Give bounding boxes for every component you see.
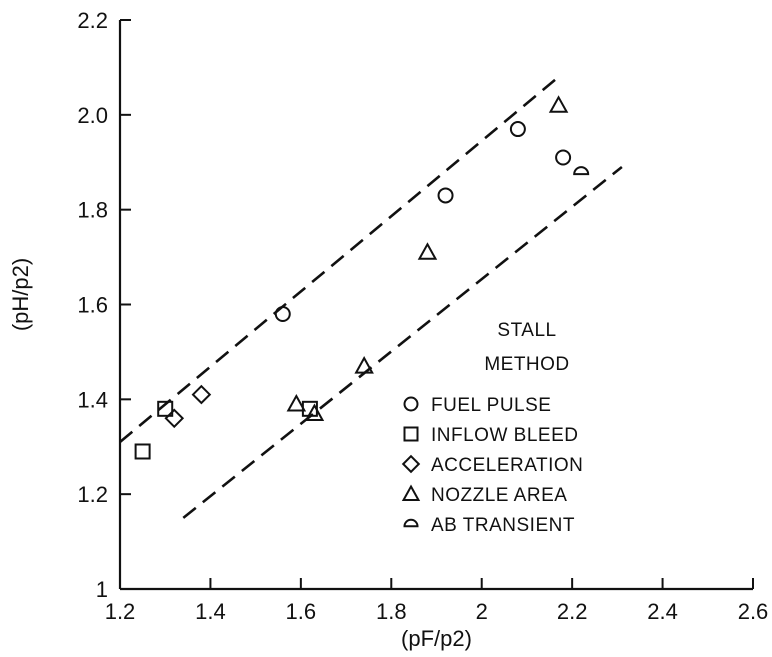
data-point-square: [157, 400, 174, 417]
data-point-diamond: [191, 384, 212, 405]
y-ticks: 1 1.2 1.4 1.6 1.8 2.0 2.2: [77, 8, 131, 602]
legend-marker-triangle: [401, 484, 421, 501]
legend-marker-diamond: [401, 454, 421, 474]
legend-label: INFLOW BLEED: [431, 425, 578, 446]
legend-label: AB TRANSIENT: [431, 515, 575, 536]
legend-title-line-1: STALL: [497, 320, 556, 341]
data-point-half-circle: [573, 166, 590, 176]
legend: STALL METHOD FUEL PULSE INFLOW BLEED ACCEL…: [401, 320, 583, 536]
data-point-half-circle-shape: [573, 166, 590, 176]
data-markers: [134, 95, 590, 460]
data-point-triangle: [354, 356, 374, 374]
data-point-triangle: [417, 242, 438, 260]
data-point-circle: [555, 149, 572, 166]
x-tick-label: 2.2: [557, 599, 588, 624]
legend-marker-circle: [403, 396, 419, 412]
legend-label: FUEL PULSE: [431, 395, 551, 416]
legend-label: ACCELERATION: [431, 455, 583, 476]
x-tick-label: 2.4: [647, 599, 678, 624]
dashed-band-line: [182, 165, 623, 519]
y-tick-label: 1.2: [77, 482, 108, 507]
legend-marker-square: [403, 426, 419, 442]
y-axis-title: (pH/p2): [8, 258, 33, 331]
legend-marker-half-circle: [403, 518, 419, 528]
legend-marker-half-circle-shape: [403, 518, 419, 528]
legend-items: FUEL PULSE INFLOW BLEED ACCELERATION NOZZLE…: [401, 395, 583, 536]
data-point-circle: [437, 187, 454, 204]
band-lines: [119, 75, 623, 519]
y-tick-label: 2.0: [77, 103, 108, 128]
legend-label: NOZZLE AREA: [431, 485, 567, 506]
y-tick-label: 1.6: [77, 293, 108, 318]
x-tick-label: 1.6: [286, 599, 317, 624]
data-point-triangle: [286, 393, 307, 412]
data-point-diamond: [164, 408, 185, 429]
x-tick-label: 2.6: [738, 599, 769, 624]
data-point-circle: [509, 121, 526, 138]
data-point-square: [134, 443, 151, 460]
x-axis-title: (pF/p2): [401, 626, 472, 651]
x-ticks: 1.2 1.4 1.6 1.8 2 2.2 2.4 2.6: [105, 578, 769, 624]
data-point-triangle: [304, 403, 325, 421]
x-tick-label: 1.2: [105, 599, 136, 624]
x-tick-label: 1.8: [376, 599, 407, 624]
y-tick-label: 1.4: [77, 387, 108, 412]
dashed-band-line: [119, 75, 560, 444]
data-point-circle: [274, 305, 291, 322]
y-tick-label: 1.8: [77, 198, 108, 223]
x-tick-label: 2: [476, 599, 488, 624]
legend-title-line-2: METHOD: [484, 354, 569, 375]
y-tick-label: 2.2: [77, 8, 108, 33]
data-point-triangle: [548, 95, 569, 113]
y-tick-label: 1: [96, 577, 108, 602]
x-tick-label: 1.4: [195, 599, 226, 624]
